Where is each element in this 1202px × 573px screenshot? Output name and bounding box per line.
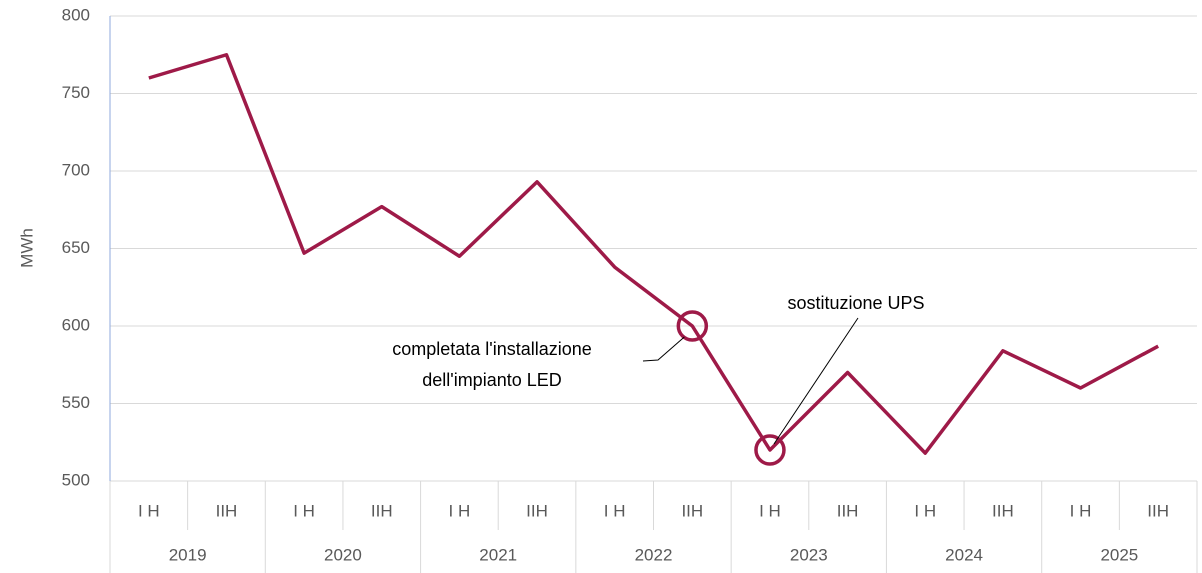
- y-tick-label: 700: [62, 160, 90, 179]
- x-group-label: 2022: [635, 545, 673, 564]
- x-group-label: 2025: [1100, 545, 1138, 564]
- x-tick-label: I H: [604, 501, 626, 520]
- x-tick-label: IIH: [216, 501, 238, 520]
- x-tick-label: I H: [914, 501, 936, 520]
- annotation-text: dell'impianto LED: [422, 370, 562, 390]
- x-group-label: 2021: [479, 545, 517, 564]
- annotation-text: sostituzione UPS: [787, 293, 924, 313]
- annotation-leader: [773, 317, 859, 445]
- y-tick-label: 750: [62, 83, 90, 102]
- x-group-label: 2019: [169, 545, 207, 564]
- y-tick-label: 650: [62, 238, 90, 257]
- x-tick-label: I H: [1070, 501, 1092, 520]
- x-tick-label: IIH: [371, 501, 393, 520]
- x-tick-label: I H: [759, 501, 781, 520]
- x-tick-label: IIH: [526, 501, 548, 520]
- y-tick-label: 550: [62, 393, 90, 412]
- x-tick-label: IIH: [837, 501, 859, 520]
- annotation-leader: [642, 336, 685, 362]
- annotation-circle: [754, 434, 786, 466]
- x-tick-label: I H: [138, 501, 160, 520]
- x-tick-label: IIH: [1147, 501, 1169, 520]
- x-tick-label: IIH: [992, 501, 1014, 520]
- x-group-label: 2024: [945, 545, 983, 564]
- y-tick-label: 500: [62, 470, 90, 489]
- x-tick-label: I H: [293, 501, 315, 520]
- x-tick-label: I H: [449, 501, 471, 520]
- y-axis-label: MWh: [17, 228, 36, 268]
- x-group-label: 2020: [324, 545, 362, 564]
- line-series: [148, 53, 1160, 455]
- x-group-label: 2023: [790, 545, 828, 564]
- x-tick-label: IIH: [681, 501, 703, 520]
- annotation-text: completata l'installazione: [392, 339, 592, 359]
- y-tick-label: 600: [62, 315, 90, 334]
- y-tick-label: 800: [62, 5, 90, 24]
- annotation-circle: [676, 310, 709, 342]
